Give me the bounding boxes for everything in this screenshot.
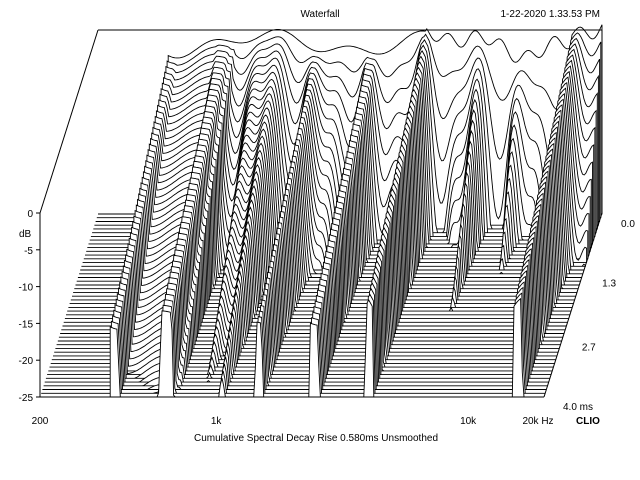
time-axis-ticks: 0.0 1.3 2.7 4.0 ms xyxy=(563,219,635,413)
time-tick-label: 2.7 xyxy=(582,343,596,354)
time-tick-label: 4.0 ms xyxy=(563,402,593,413)
chart-title: Waterfall xyxy=(300,9,339,20)
clio-brand: CLIO xyxy=(576,416,600,427)
chart-labels: Waterfall 1-22-2020 1.33.53 PM dB Cumula… xyxy=(19,9,600,444)
floor-right-edge xyxy=(543,212,603,398)
chart-subtitle: Cumulative Spectral Decay Rise 0.580ms U… xyxy=(194,433,438,444)
x-tick-label: 20k Hz xyxy=(522,416,553,427)
chart-timestamp: 1-22-2020 1.33.53 PM xyxy=(500,9,600,20)
time-tick-label: 1.3 xyxy=(602,278,616,289)
chart-frame xyxy=(39,29,603,398)
plot-area xyxy=(40,24,603,398)
y-axis-unit-label: dB xyxy=(19,229,32,240)
x-tick-label: 10k xyxy=(460,416,477,427)
y-tick-label: -25 xyxy=(19,393,34,404)
x-tick-label: 1k xyxy=(211,416,223,427)
y-tick-label: -10 xyxy=(19,283,34,294)
y-tick-label: 0 xyxy=(27,209,33,220)
time-tick-label: 0.0 xyxy=(621,219,635,230)
y-axis-ticks: 0 -5 -10 -15 -20 -25 xyxy=(19,209,40,404)
back-left-edge xyxy=(39,29,99,214)
x-axis-ticks: 200 1k 10k 20k Hz xyxy=(32,416,554,427)
y-tick-label: -20 xyxy=(19,356,34,367)
x-tick-label: 200 xyxy=(32,416,49,427)
y-tick-label: -15 xyxy=(19,319,34,330)
y-tick-label: -5 xyxy=(24,246,33,257)
